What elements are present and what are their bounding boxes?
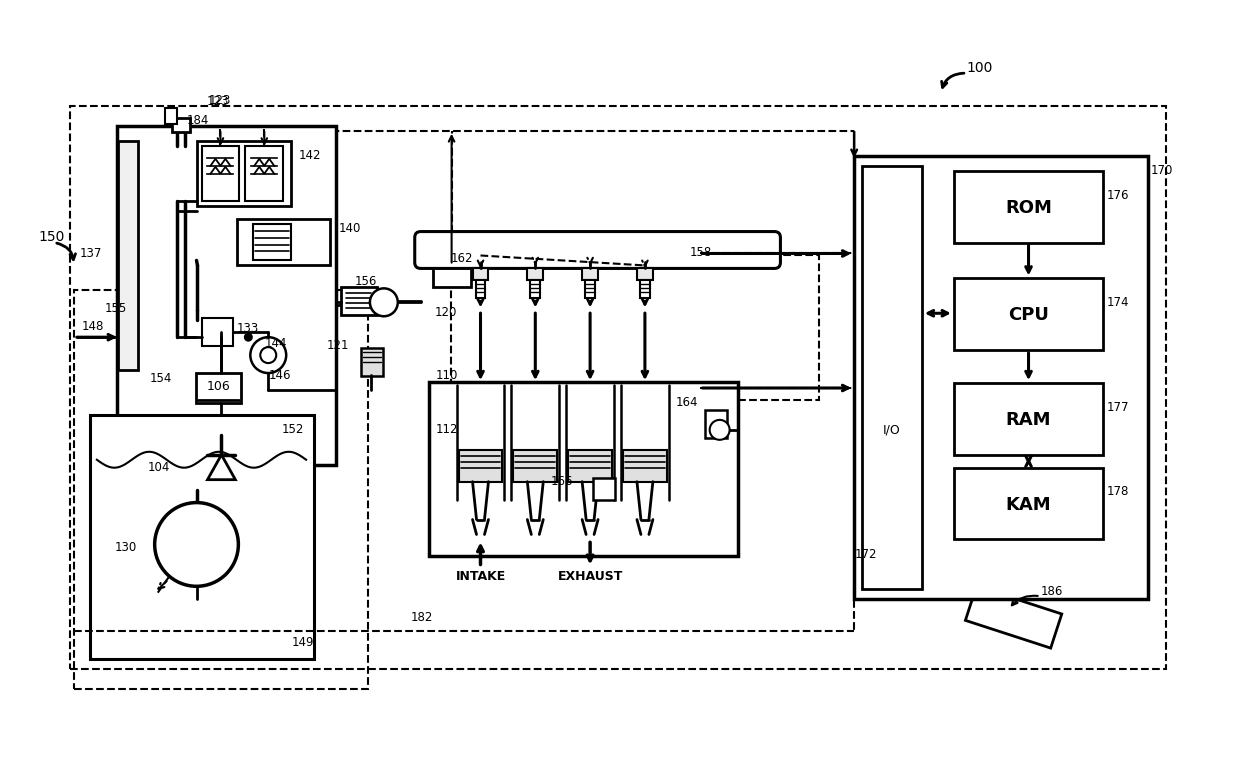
Circle shape xyxy=(155,503,238,587)
Bar xyxy=(862,166,921,589)
Bar xyxy=(196,373,242,403)
Bar xyxy=(854,156,1148,599)
Text: 158: 158 xyxy=(689,246,712,259)
Text: RAM: RAM xyxy=(1006,411,1052,429)
Text: 156: 156 xyxy=(355,275,377,288)
Circle shape xyxy=(244,333,253,341)
Text: 120: 120 xyxy=(434,306,456,319)
Text: 166: 166 xyxy=(551,475,573,488)
Text: KAM: KAM xyxy=(1006,496,1052,514)
Text: 110: 110 xyxy=(435,369,458,382)
Bar xyxy=(966,586,1061,648)
Text: 176: 176 xyxy=(1106,189,1128,203)
Bar xyxy=(202,146,239,201)
Text: 182: 182 xyxy=(410,611,433,624)
Text: 174: 174 xyxy=(1106,296,1128,309)
Text: 150: 150 xyxy=(38,230,64,244)
Bar xyxy=(475,280,486,298)
Bar xyxy=(450,255,820,400)
Text: 155: 155 xyxy=(105,302,128,315)
Text: CPU: CPU xyxy=(1008,307,1049,324)
Bar xyxy=(582,268,598,280)
Bar xyxy=(954,468,1104,539)
Text: 152: 152 xyxy=(281,424,304,436)
Bar xyxy=(237,219,330,265)
Text: 121: 121 xyxy=(326,338,348,352)
Circle shape xyxy=(370,289,398,317)
Bar xyxy=(69,106,1166,669)
Bar xyxy=(568,450,613,482)
Text: 137: 137 xyxy=(79,247,102,260)
FancyBboxPatch shape xyxy=(414,231,780,268)
Text: ROM: ROM xyxy=(1006,199,1052,217)
Text: 106: 106 xyxy=(207,379,231,393)
Bar xyxy=(171,118,190,132)
Text: 144: 144 xyxy=(264,337,286,350)
Text: 149: 149 xyxy=(291,636,314,649)
Bar xyxy=(954,279,1104,350)
Text: 162: 162 xyxy=(450,252,474,265)
Bar xyxy=(253,223,291,261)
Text: 123: 123 xyxy=(208,94,231,106)
Text: 184: 184 xyxy=(186,114,208,127)
Bar xyxy=(593,478,615,500)
Text: INTAKE: INTAKE xyxy=(455,570,506,583)
Bar xyxy=(513,450,557,482)
Text: 186: 186 xyxy=(1040,585,1063,598)
Bar xyxy=(196,141,291,206)
Text: 130: 130 xyxy=(114,541,136,554)
Text: 177: 177 xyxy=(1106,401,1128,414)
Text: 100: 100 xyxy=(967,61,993,75)
Text: 154: 154 xyxy=(149,372,171,385)
Bar xyxy=(531,280,541,298)
Bar xyxy=(202,318,233,346)
Bar xyxy=(91,415,314,659)
Text: I/O: I/O xyxy=(883,424,901,436)
Bar xyxy=(585,280,595,298)
Bar xyxy=(637,268,653,280)
Text: 170: 170 xyxy=(1151,165,1173,177)
Bar xyxy=(472,268,489,280)
Bar xyxy=(954,383,1104,455)
Polygon shape xyxy=(207,455,236,480)
Circle shape xyxy=(709,420,729,440)
Bar xyxy=(117,126,336,465)
Text: 133: 133 xyxy=(237,322,259,334)
Text: 112: 112 xyxy=(435,424,458,436)
Bar xyxy=(459,450,502,482)
Bar xyxy=(246,146,283,201)
Bar xyxy=(622,450,667,482)
Text: 123: 123 xyxy=(207,95,229,108)
Bar xyxy=(704,410,727,438)
Text: 148: 148 xyxy=(82,320,104,333)
Bar xyxy=(165,108,176,124)
Text: 178: 178 xyxy=(1106,485,1128,498)
Bar xyxy=(429,382,738,556)
Bar xyxy=(361,348,383,376)
Bar xyxy=(954,171,1104,243)
Text: 142: 142 xyxy=(299,149,321,162)
Text: 146: 146 xyxy=(268,369,290,382)
Text: EXHAUST: EXHAUST xyxy=(558,570,622,583)
Bar xyxy=(527,268,543,280)
Text: 140: 140 xyxy=(339,222,361,235)
Text: 164: 164 xyxy=(676,397,698,410)
Bar xyxy=(433,265,470,287)
Bar xyxy=(74,290,368,689)
Text: 172: 172 xyxy=(856,548,878,561)
Bar xyxy=(341,287,377,315)
Text: 104: 104 xyxy=(148,461,170,474)
Circle shape xyxy=(260,347,277,363)
Circle shape xyxy=(250,338,286,373)
Bar xyxy=(118,141,138,370)
Bar xyxy=(640,280,650,298)
